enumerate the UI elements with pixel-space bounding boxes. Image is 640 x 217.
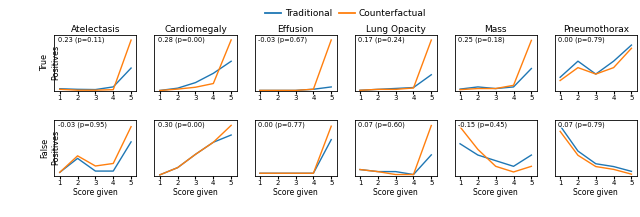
Text: 0.00 (p=0.77): 0.00 (p=0.77) xyxy=(258,122,305,128)
X-axis label: Score given: Score given xyxy=(573,188,618,197)
Text: 0.07 (p=0.60): 0.07 (p=0.60) xyxy=(358,122,404,128)
X-axis label: Score given: Score given xyxy=(173,188,218,197)
X-axis label: Score given: Score given xyxy=(73,188,118,197)
Text: -0.03 (p=0.95): -0.03 (p=0.95) xyxy=(58,122,107,128)
Text: -0.15 (p=0.45): -0.15 (p=0.45) xyxy=(458,122,507,128)
Text: -0.03 (p=0.67): -0.03 (p=0.67) xyxy=(258,36,307,43)
Title: Effusion: Effusion xyxy=(277,25,314,34)
Text: 0.30 (p=0.00): 0.30 (p=0.00) xyxy=(157,122,205,128)
Legend: Traditional, Counterfactual: Traditional, Counterfactual xyxy=(261,6,430,22)
Text: 0.17 (p=0.24): 0.17 (p=0.24) xyxy=(358,36,404,43)
Title: Lung Opacity: Lung Opacity xyxy=(365,25,426,34)
Y-axis label: False
Positives: False Positives xyxy=(40,130,60,165)
Y-axis label: True
Positives: True Positives xyxy=(40,45,60,80)
Text: 0.25 (p=0.18): 0.25 (p=0.18) xyxy=(458,36,505,43)
X-axis label: Score given: Score given xyxy=(474,188,518,197)
Text: 0.23 (p=0.11): 0.23 (p=0.11) xyxy=(58,36,104,43)
X-axis label: Score given: Score given xyxy=(373,188,418,197)
Title: Cardiomegaly: Cardiomegaly xyxy=(164,25,227,34)
Title: Mass: Mass xyxy=(484,25,507,34)
Text: 0.00 (p=0.79): 0.00 (p=0.79) xyxy=(558,36,605,43)
X-axis label: Score given: Score given xyxy=(273,188,318,197)
Title: Pneumothorax: Pneumothorax xyxy=(563,25,629,34)
Text: 0.07 (p=0.79): 0.07 (p=0.79) xyxy=(558,122,605,128)
Text: 0.28 (p=0.00): 0.28 (p=0.00) xyxy=(157,36,205,43)
Title: Atelectasis: Atelectasis xyxy=(70,25,120,34)
